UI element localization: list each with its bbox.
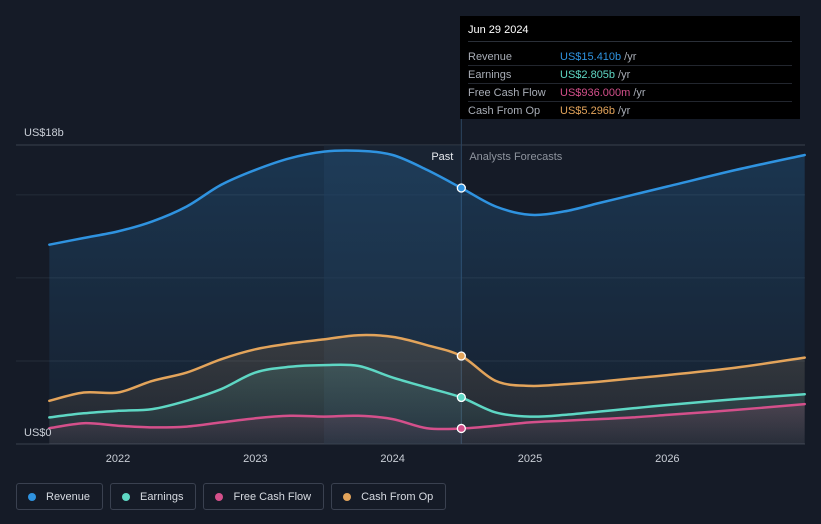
x-tick-label: 2025 [518,453,542,465]
x-tick-label: 2022 [106,453,130,465]
cash-from-op-area [49,335,805,444]
chart-area: US$18b US$0 2022 2023 2024 2025 2026 Past Analys… [16,16,806,465]
past-label: Past [431,151,453,163]
tooltip-row-value: US$2.805b [560,68,616,81]
x-tick-label: 2024 [380,453,404,465]
series-areas [49,150,805,444]
x-tick-label: 2023 [243,453,267,465]
tooltip-row-unit: /yr [618,104,631,117]
highlight-markers [456,183,466,434]
tooltip-row: Revenue US$15.410b/yr [468,48,792,66]
legend-dot-icon [343,492,352,501]
legend-item-cash-from-op[interactable]: Cash From Op [331,483,447,510]
legend-item-earnings[interactable]: Earnings [110,483,197,510]
y-axis-bottom-label: US$0 [24,427,52,439]
series-lines [48,149,806,431]
tooltip-row-unit: /yr [618,68,631,81]
legend: Revenue Earnings Free Cash Flow Cash From O… [16,483,447,510]
x-tick-label: 2026 [655,453,679,465]
revenue-marker [456,183,466,193]
tooltip-panel: Jun 29 2024 Revenue US$15.410b/yr Earnings… [460,16,800,119]
tooltip-row-unit: /yr [624,50,637,63]
tooltip-row-unit: /yr [633,86,646,99]
legend-dot-icon [28,492,36,501]
legend-label: Revenue [46,490,91,503]
legend-dot-icon [122,492,131,501]
free-cash-flow-line [48,402,806,431]
tooltip-row-label: Revenue [468,50,513,63]
tooltip-row-value: US$936.000m [560,86,631,99]
tooltip-date: Jun 29 2024 [468,24,792,42]
cash-from-op-marker [456,351,466,361]
earnings-line [48,363,806,419]
legend-label: Cash From Op [361,490,434,503]
tooltip-row-label: Cash From Op [468,104,541,117]
tooltip-row: Earnings US$2.805b/yr [468,66,792,84]
tooltip-row-label: Free Cash Flow [468,86,546,99]
legend-label: Free Cash Flow [233,490,312,503]
cash-from-op-line [48,333,806,403]
tooltip-row-value: US$5.296b [560,104,616,117]
y-axis-top-label: US$18b [24,127,64,139]
tooltip-row-value: US$15.410b [560,50,622,63]
tooltip-row: Cash From Op US$5.296b/yr [468,102,792,119]
tooltip-row: Free Cash Flow US$936.000m/yr [468,84,792,102]
forecast-label: Analysts Forecasts [469,151,562,163]
axis-labels: US$18b US$0 2022 2023 2024 2025 2026 Past Analys… [24,127,680,465]
earnings-marker [456,392,466,403]
legend-dot-icon [215,492,224,501]
free-cash-flow-marker [456,423,466,434]
tooltip-rows: Revenue US$15.410b/yr Earnings US$2.805b/yr… [468,48,792,119]
legend-item-revenue[interactable]: Revenue [16,483,104,510]
revenue-line [48,149,806,246]
legend-label: Earnings [140,490,184,503]
tooltip-row-label: Earnings [468,68,512,81]
legend-item-free-cash-flow[interactable]: Free Cash Flow [203,483,325,510]
